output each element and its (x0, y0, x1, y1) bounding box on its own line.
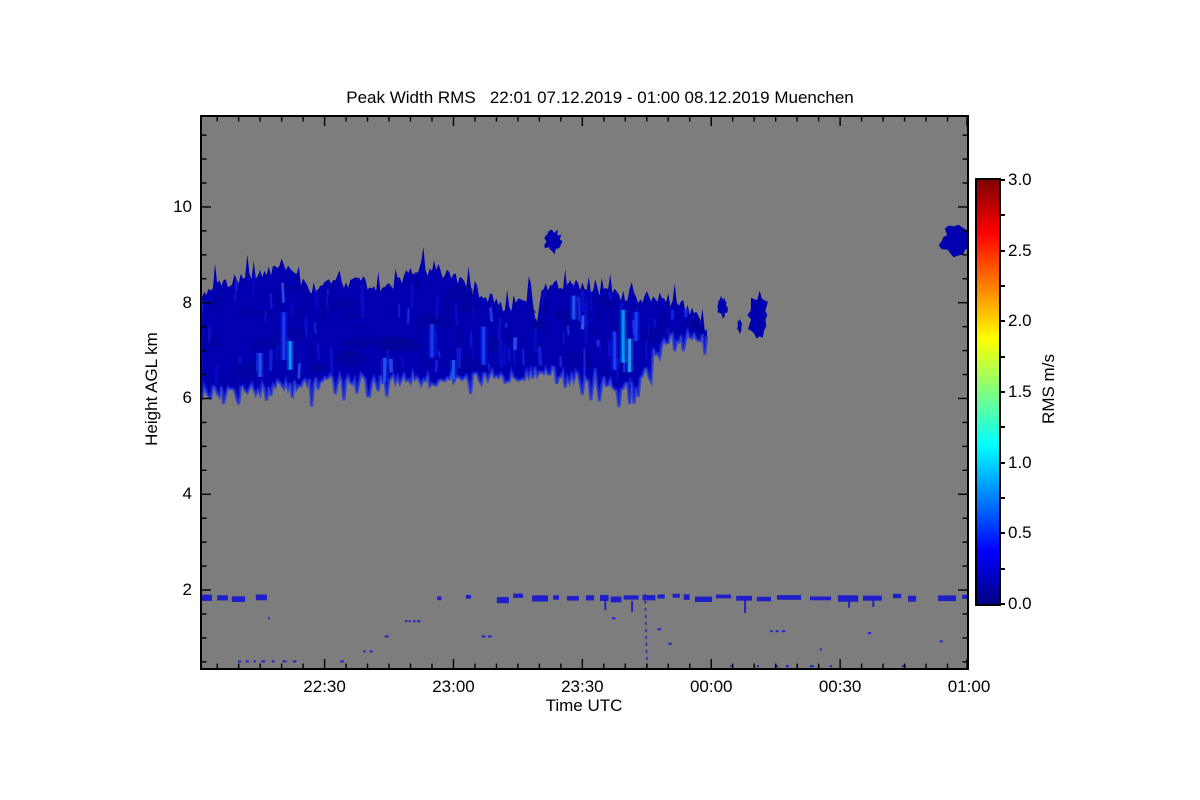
cloud-layer (200, 224, 969, 408)
x-axis-title: Time UTC (545, 696, 623, 715)
x-tick-label: 00:30 (818, 677, 862, 696)
colorbar-tick-label: 0.0 (1008, 594, 1032, 613)
detached-cloud-blob (544, 229, 563, 255)
chart-title: Peak Width RMS 22:01 07.12.2019 - 01:00 … (346, 88, 854, 107)
colorbar-tick (1001, 567, 1005, 570)
colorbar-tick-label: 1.5 (1008, 382, 1032, 401)
colorbar-tick-label: 1.0 (1008, 452, 1032, 472)
colorbar-tick (1001, 214, 1005, 217)
x-tick-label: 23:00 (432, 677, 475, 696)
low-level-layer (200, 593, 969, 670)
main-cloud (200, 246, 707, 407)
x-tick-label: 00:00 (689, 677, 733, 696)
y-axis-title: Height AGL km (142, 332, 161, 446)
colorbar-tick (1001, 320, 1005, 323)
colorbar-tick (1001, 426, 1005, 429)
heatmap-canvas (200, 115, 969, 670)
colorbar-tick (1001, 355, 1005, 358)
x-tick-label: 01:00 (947, 677, 991, 696)
detached-cloud-blob (566, 280, 574, 296)
no-data-background (200, 115, 969, 670)
plot-frame (200, 115, 969, 670)
x-tick-label: 22:30 (303, 677, 346, 696)
y-tick-label: 10 (173, 196, 192, 216)
y-tick-label: 4 (182, 484, 192, 504)
colorbar-tick (1001, 497, 1005, 499)
axis-ticks (202, 117, 968, 668)
detached-cloud-blob (717, 295, 728, 319)
colorbar-tick (1001, 461, 1005, 464)
detached-cloud-blob (625, 307, 632, 328)
colorbar-tick (1001, 603, 1005, 605)
colorbar-tick-label: 0.5 (1008, 523, 1032, 543)
plot-area (200, 115, 969, 670)
colorbar-tick (1001, 179, 1005, 181)
colorbar-tick (1001, 391, 1005, 393)
colorbar-tick (1001, 249, 1005, 252)
x-tick-label: 23:30 (561, 677, 604, 696)
y-tick-label: 2 (182, 580, 192, 600)
detached-cloud-blob (938, 224, 969, 258)
colorbar-title: RMS m/s (1039, 354, 1058, 424)
colorbar-tick-label: 2.5 (1008, 240, 1032, 260)
detached-cloud-blob (737, 318, 742, 335)
colorbar-tick (1001, 285, 1005, 287)
colorbar-tick-label: 2.0 (1008, 311, 1032, 331)
y-tick-label: 8 (182, 292, 192, 312)
colorbar-gradient (975, 178, 1001, 606)
colorbar-tick-label: 3.0 (1008, 170, 1032, 189)
virga-streak (644, 593, 648, 670)
detached-cloud-blob (747, 290, 768, 339)
colorbar-tick (1001, 532, 1005, 535)
